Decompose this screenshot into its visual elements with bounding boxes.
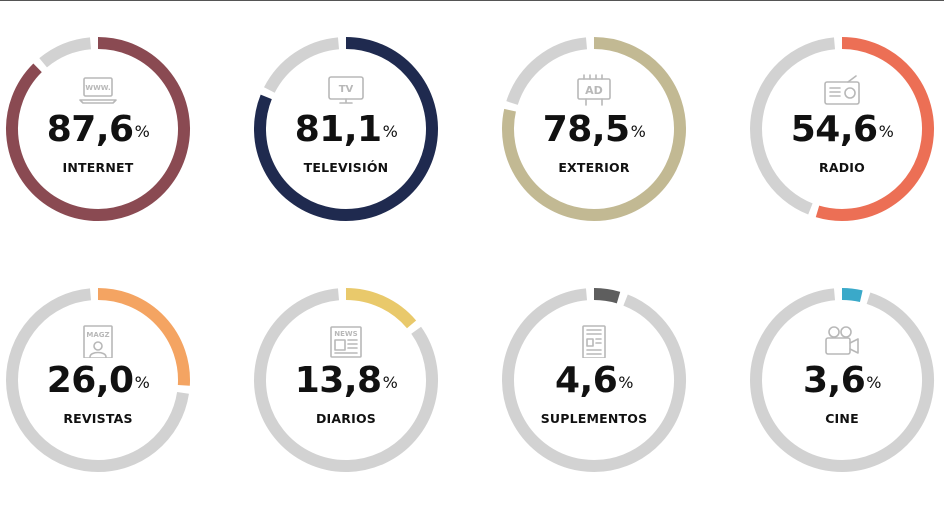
donut-segment	[593, 288, 621, 304]
donut-segment	[97, 288, 190, 386]
percent-sign: %	[630, 122, 646, 141]
donut-track	[254, 288, 438, 472]
radio-icon	[822, 73, 862, 107]
value-number: 81,1	[294, 109, 382, 150]
donut-ring	[750, 37, 935, 221]
donut-value: 54,6%	[747, 110, 937, 150]
tv-icon: TV	[326, 73, 366, 107]
donut-radio: 54,6% RADIO	[747, 34, 937, 224]
donut-label: INTERNET	[62, 160, 134, 175]
percent-sign: %	[382, 373, 398, 392]
value-number: 54,6	[790, 109, 878, 150]
donut-track	[264, 37, 340, 93]
donut-value: 81,1%	[251, 110, 441, 150]
donut-segment	[502, 37, 686, 221]
percent-sign: %	[134, 373, 150, 392]
donut-label: CINE	[825, 411, 859, 426]
donut-track	[506, 37, 588, 105]
value-number: 13,8	[294, 360, 382, 401]
donut-ring	[254, 37, 438, 221]
donut-ring	[6, 37, 190, 221]
donut-label: TELEVISIÓN	[303, 160, 389, 175]
laptop-www-icon: WWW.	[78, 73, 118, 107]
donut-value: 3,6%	[747, 361, 937, 401]
donut-ring	[750, 288, 935, 472]
icon-text: AD	[585, 84, 603, 97]
donut-track	[6, 288, 189, 472]
donut-segment	[815, 37, 935, 221]
value-number: 78,5	[542, 109, 630, 150]
icon-text: WWW.	[85, 84, 110, 92]
percent-sign: %	[878, 122, 894, 141]
magazine-icon: MAGZ	[78, 324, 118, 358]
donut-label: RADIO	[819, 160, 865, 175]
percent-sign: %	[618, 373, 633, 392]
donut-suplementos: 4,6% SUPLEMENTOS	[499, 285, 689, 475]
percent-sign: %	[866, 373, 881, 392]
donut-segment	[345, 288, 417, 329]
icon-text: MAGZ	[86, 331, 109, 339]
newspaper-icon: NEWS	[326, 324, 366, 358]
donut-ring	[502, 288, 686, 472]
donut-segment	[841, 288, 863, 303]
supplement-icon	[574, 324, 614, 358]
donut-label: EXTERIOR	[558, 160, 630, 175]
donut-cine: 3,6% CINE	[747, 285, 937, 475]
donut-value: 26,0%	[3, 361, 193, 401]
donut-ring	[502, 37, 686, 221]
percent-sign: %	[382, 122, 398, 141]
donut-segment	[254, 37, 438, 221]
donut-exterior: AD 78,5% EXTERIOR	[499, 34, 689, 224]
donut-label: REVISTAS	[63, 411, 133, 426]
donut-track	[750, 288, 935, 472]
donut-label: SUPLEMENTOS	[540, 411, 648, 426]
donut-ring	[254, 288, 438, 472]
donut-value: 13,8%	[251, 361, 441, 401]
icon-text: TV	[339, 84, 354, 95]
billboard-ad-icon: AD	[574, 73, 614, 107]
donut-diarios: NEWS 13,8% DIARIOS	[251, 285, 441, 475]
donut-value: 4,6%	[499, 361, 689, 401]
donut-value: 78,5%	[499, 110, 689, 150]
donut-internet: WWW. 87,6% INTERNET	[3, 34, 193, 224]
donut-revistas: MAGZ 26,0% REVISTAS	[3, 285, 193, 475]
percent-sign: %	[134, 122, 150, 141]
donut-television: TV 81,1% TELEVISIÓN	[251, 34, 441, 224]
value-number: 87,6	[46, 109, 134, 150]
movie-camera-icon	[822, 324, 862, 358]
donut-track	[750, 37, 836, 215]
donut-track	[39, 37, 92, 68]
top-rule	[0, 0, 944, 1]
icon-text: NEWS	[334, 330, 357, 338]
donut-ring	[6, 288, 190, 472]
donut-label: DIARIOS	[315, 411, 376, 426]
value-number: 26,0	[46, 360, 134, 401]
donut-value: 87,6%	[3, 110, 193, 150]
donut-track	[502, 288, 686, 472]
value-number: 3,6	[803, 360, 866, 401]
donut-segment	[6, 37, 190, 221]
value-number: 4,6	[555, 360, 618, 401]
